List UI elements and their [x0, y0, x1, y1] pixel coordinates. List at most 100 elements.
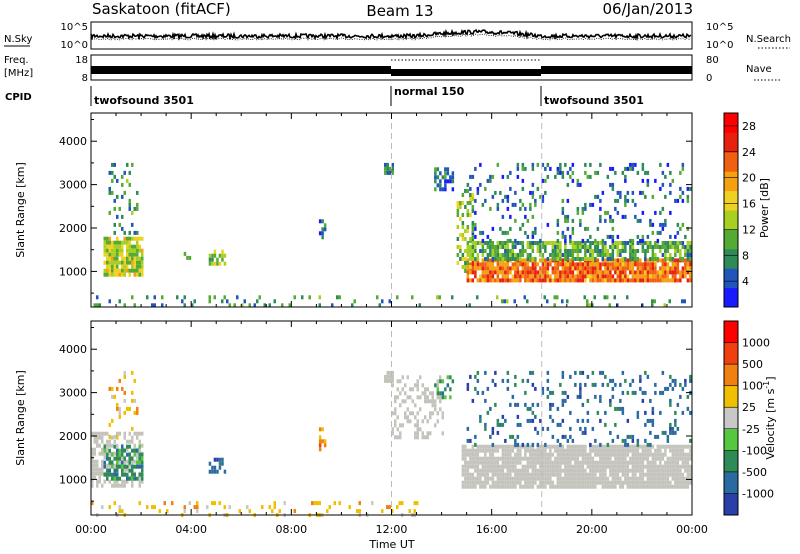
- echo-cell: [601, 382, 605, 387]
- echo-cell: [641, 278, 645, 283]
- echo-cell: [108, 434, 111, 439]
- echo-cell: [464, 189, 467, 193]
- colorbar-tick-label: 24: [742, 146, 756, 159]
- echo-cell: [496, 278, 500, 283]
- echo-cell: [544, 245, 547, 249]
- echo-cell: [549, 456, 552, 461]
- echo-cell: [529, 278, 532, 283]
- echo-cell: [464, 472, 467, 477]
- echo-cell: [681, 266, 685, 271]
- echo-cell: [639, 374, 642, 379]
- echo-cell: [126, 260, 129, 265]
- echo-cell: [519, 278, 522, 283]
- echo-cell: [96, 483, 99, 488]
- echo-cell: [126, 178, 129, 183]
- colorbar-tick-label: 1000: [742, 337, 770, 350]
- echo-cell: [631, 484, 635, 489]
- echo-cell: [593, 295, 596, 300]
- echo-cell: [621, 464, 625, 469]
- echo-cell: [686, 270, 690, 275]
- power-x-ticks: [90, 113, 693, 307]
- echo-cell: [644, 194, 647, 199]
- echo-cell: [504, 418, 507, 423]
- echo-cell: [461, 257, 465, 261]
- echo-cell: [551, 278, 555, 283]
- echo-cell: [511, 484, 515, 489]
- echo-cell: [471, 229, 475, 233]
- echo-cell: [649, 274, 652, 279]
- echo-cell: [521, 178, 525, 183]
- echo-cell: [91, 467, 94, 472]
- echo-cell: [514, 464, 517, 469]
- echo-cell: [461, 233, 465, 237]
- echo-cell: [536, 245, 540, 249]
- echo-cell: [501, 245, 505, 249]
- echo-cell: [541, 484, 545, 489]
- echo-cell: [499, 226, 502, 231]
- echo-cell: [136, 244, 139, 249]
- echo-cell: [561, 206, 565, 211]
- echo-cell: [659, 222, 662, 227]
- echo-cell: [504, 257, 507, 261]
- echo-cell: [601, 278, 605, 283]
- echo-cell: [591, 278, 595, 283]
- echo-cell: [471, 266, 475, 271]
- echo-cell: [261, 505, 264, 510]
- echo-cell: [676, 484, 680, 489]
- colorbar-tick-label: 12: [742, 223, 756, 236]
- echo-cell: [534, 464, 537, 469]
- echo-cell: [569, 434, 572, 439]
- echo-cell: [686, 468, 690, 473]
- echo-cell: [496, 245, 500, 249]
- echo-cell: [546, 370, 550, 375]
- echo-cell: [634, 448, 637, 453]
- echo-cell: [318, 501, 321, 506]
- echo-cell: [126, 472, 129, 477]
- echo-cell: [564, 476, 567, 481]
- echo-cell: [639, 270, 642, 275]
- echo-cell: [624, 270, 627, 275]
- echo-cell: [566, 226, 570, 231]
- echo-cell: [521, 202, 525, 207]
- echo-cell: [188, 255, 192, 260]
- echo-cell: [546, 222, 550, 227]
- echo-cell: [416, 379, 419, 384]
- echo-cell: [136, 410, 139, 415]
- colorbar-tick-label: -500: [742, 466, 767, 479]
- echo-cell: [614, 460, 617, 465]
- y-tick-label: 2000: [59, 222, 87, 235]
- echo-cell: [484, 257, 487, 261]
- echo-cell: [411, 295, 414, 300]
- echo-cell: [674, 245, 677, 249]
- echo-cell: [686, 484, 690, 489]
- echo-cell: [586, 238, 590, 243]
- echo-cell: [414, 423, 417, 428]
- echo-cell: [531, 484, 535, 489]
- echo-cell: [108, 439, 111, 444]
- echo-cell: [108, 252, 111, 257]
- echo-cell: [599, 274, 602, 279]
- echo-cell: [583, 295, 586, 300]
- echo-cell: [629, 270, 632, 275]
- echo-cell: [461, 213, 465, 217]
- echo-cell: [564, 484, 567, 489]
- echo-cell: [531, 214, 535, 219]
- echo-cell: [118, 464, 121, 469]
- echo-cell: [586, 303, 589, 308]
- echo-cell: [499, 270, 502, 275]
- echo-cell: [91, 479, 94, 484]
- echo-cell: [386, 162, 389, 167]
- echo-cell: [569, 270, 572, 275]
- echo-cell: [484, 456, 487, 461]
- echo-cell: [466, 480, 470, 485]
- echo-cell: [456, 261, 460, 265]
- echo-cell: [609, 460, 612, 465]
- echo-cell: [396, 427, 399, 432]
- echo-cell: [594, 460, 597, 465]
- echo-cell: [541, 472, 545, 477]
- echo-cell: [596, 452, 600, 457]
- echo-cell: [491, 456, 495, 461]
- echo-cell: [556, 241, 560, 245]
- echo-cell: [656, 484, 660, 489]
- echo-cell: [414, 383, 417, 388]
